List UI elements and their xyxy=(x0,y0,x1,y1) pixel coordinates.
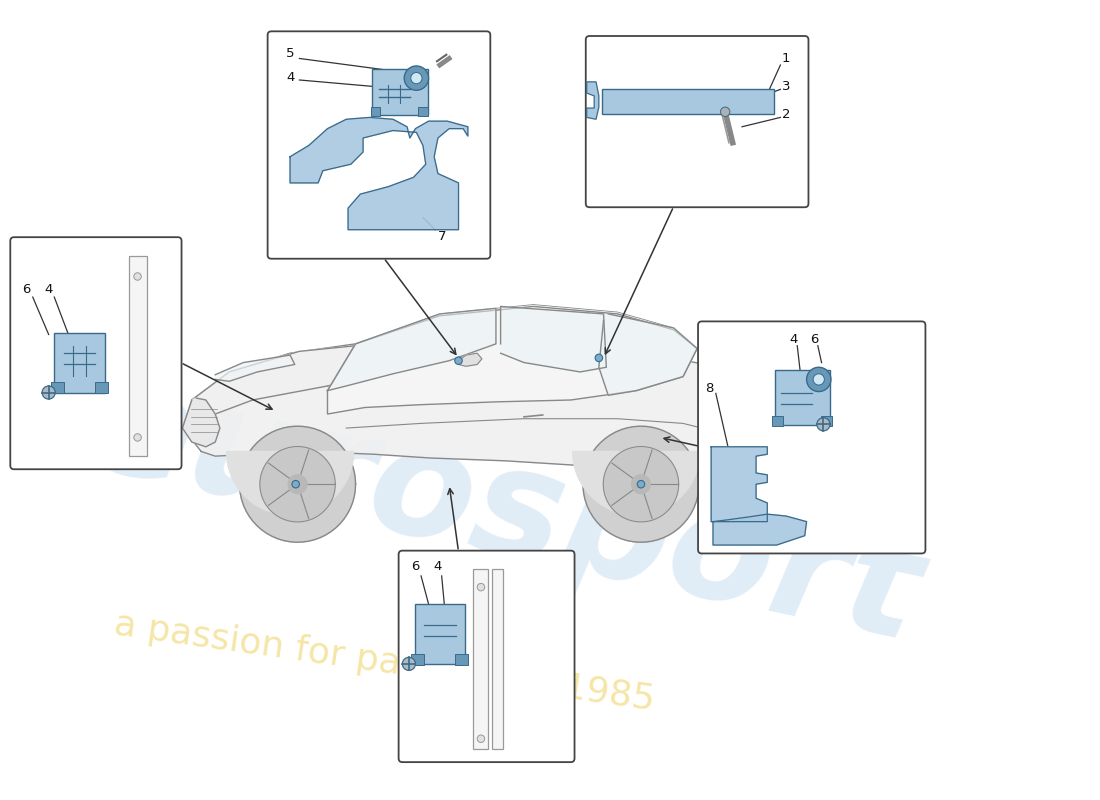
Circle shape xyxy=(42,386,55,399)
Circle shape xyxy=(403,658,416,670)
FancyBboxPatch shape xyxy=(51,382,64,394)
Polygon shape xyxy=(328,306,697,414)
Polygon shape xyxy=(713,514,806,545)
FancyBboxPatch shape xyxy=(454,654,467,665)
Circle shape xyxy=(595,354,603,362)
Polygon shape xyxy=(583,426,698,542)
Polygon shape xyxy=(573,451,700,515)
Circle shape xyxy=(292,481,299,488)
Polygon shape xyxy=(183,398,220,446)
FancyBboxPatch shape xyxy=(418,107,428,117)
FancyBboxPatch shape xyxy=(774,370,830,426)
Circle shape xyxy=(404,66,429,90)
Polygon shape xyxy=(191,341,496,418)
Circle shape xyxy=(134,434,141,441)
Polygon shape xyxy=(598,314,697,395)
FancyBboxPatch shape xyxy=(586,36,808,207)
Circle shape xyxy=(813,374,824,385)
FancyBboxPatch shape xyxy=(821,416,832,426)
Polygon shape xyxy=(227,451,354,515)
Text: 4: 4 xyxy=(286,70,295,84)
Polygon shape xyxy=(603,446,679,522)
Circle shape xyxy=(817,418,830,431)
FancyBboxPatch shape xyxy=(492,570,504,749)
Circle shape xyxy=(477,583,485,591)
Polygon shape xyxy=(183,339,800,467)
Text: 4: 4 xyxy=(790,333,798,346)
Text: 1: 1 xyxy=(782,52,790,65)
Circle shape xyxy=(720,107,730,117)
FancyBboxPatch shape xyxy=(602,90,773,114)
Polygon shape xyxy=(779,410,800,438)
Polygon shape xyxy=(240,426,355,542)
FancyBboxPatch shape xyxy=(371,107,380,117)
Text: a passion for parts since 1985: a passion for parts since 1985 xyxy=(112,607,657,717)
Polygon shape xyxy=(328,308,496,390)
Polygon shape xyxy=(631,475,650,494)
Polygon shape xyxy=(586,82,598,119)
FancyBboxPatch shape xyxy=(410,654,424,665)
Text: 6: 6 xyxy=(810,333,818,346)
FancyBboxPatch shape xyxy=(54,333,104,393)
Text: 2: 2 xyxy=(782,108,790,121)
Text: 4: 4 xyxy=(44,283,53,296)
Text: 6: 6 xyxy=(411,560,419,573)
Circle shape xyxy=(410,73,422,84)
Text: 4: 4 xyxy=(433,560,442,573)
FancyBboxPatch shape xyxy=(129,256,147,456)
Circle shape xyxy=(806,367,830,391)
FancyBboxPatch shape xyxy=(698,322,925,554)
Polygon shape xyxy=(216,355,295,382)
FancyBboxPatch shape xyxy=(772,416,783,426)
FancyBboxPatch shape xyxy=(10,237,182,470)
Polygon shape xyxy=(459,354,482,366)
Text: 5: 5 xyxy=(286,47,295,60)
Polygon shape xyxy=(260,446,336,522)
FancyBboxPatch shape xyxy=(473,570,488,749)
Text: 8: 8 xyxy=(705,382,714,395)
Polygon shape xyxy=(288,475,307,494)
FancyBboxPatch shape xyxy=(398,550,574,762)
Polygon shape xyxy=(711,446,768,522)
Text: 7: 7 xyxy=(438,230,446,242)
Circle shape xyxy=(454,357,462,365)
Text: 6: 6 xyxy=(22,283,31,296)
Polygon shape xyxy=(500,306,606,372)
Text: eurosport: eurosport xyxy=(75,351,934,673)
FancyBboxPatch shape xyxy=(95,382,108,394)
Circle shape xyxy=(477,735,485,742)
FancyBboxPatch shape xyxy=(373,69,428,114)
Text: 3: 3 xyxy=(782,80,790,93)
Polygon shape xyxy=(290,118,468,230)
Circle shape xyxy=(637,481,645,488)
FancyBboxPatch shape xyxy=(267,31,491,258)
FancyBboxPatch shape xyxy=(415,604,465,664)
Circle shape xyxy=(134,273,141,280)
